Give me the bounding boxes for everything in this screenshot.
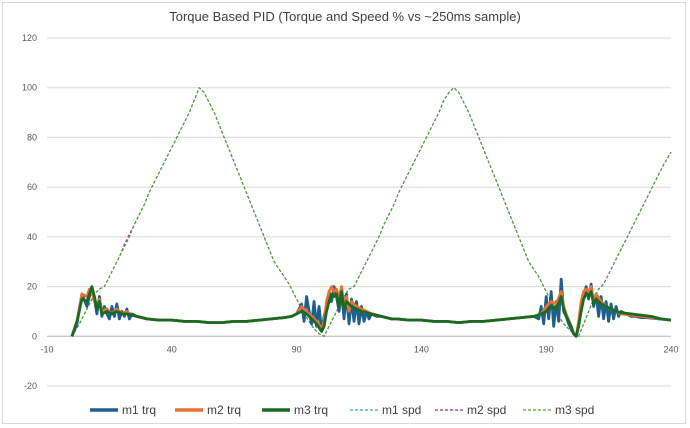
y-tick-label: 0 [32, 331, 37, 341]
x-tick-label: 90 [292, 344, 302, 354]
y-tick-label: 60 [27, 182, 37, 192]
y-tick-label: 100 [22, 83, 37, 93]
legend: m1 trq m2 trq m3 trq m1 spd m2 spd m3 spd [90, 403, 594, 417]
series-line-m3-trq [70, 285, 672, 338]
y-tick-label: 40 [27, 232, 37, 242]
series-line-m1-trq [70, 277, 672, 338]
legend-label: m3 spd [555, 403, 594, 417]
legend-label: m1 trq [122, 403, 156, 417]
chart-title: Torque Based PID (Torque and Speed % vs … [169, 9, 521, 24]
y-tick-label: 20 [27, 282, 37, 292]
legend-label: m3 trq [294, 403, 328, 417]
legend-label: m1 spd [382, 403, 421, 417]
y-tick-labels: -20 0 20 40 60 80 100 120 [22, 33, 37, 391]
y-tick-label: -20 [24, 381, 37, 391]
legend-label: m2 trq [207, 403, 241, 417]
gridlines [47, 37, 671, 387]
y-tick-label: 120 [22, 33, 37, 43]
series-lines [70, 87, 672, 338]
x-tick-label: 240 [663, 344, 678, 354]
x-tick-label: 140 [414, 344, 429, 354]
chart-frame [2, 2, 686, 424]
x-tick-labels: -10 40 90 140 190 240 [40, 344, 678, 354]
legend-label: m2 spd [467, 403, 506, 417]
x-tick-label: 190 [539, 344, 554, 354]
y-tick-label: 80 [27, 132, 37, 142]
x-tick-label: -10 [40, 344, 53, 354]
x-tick-label: 40 [167, 344, 177, 354]
